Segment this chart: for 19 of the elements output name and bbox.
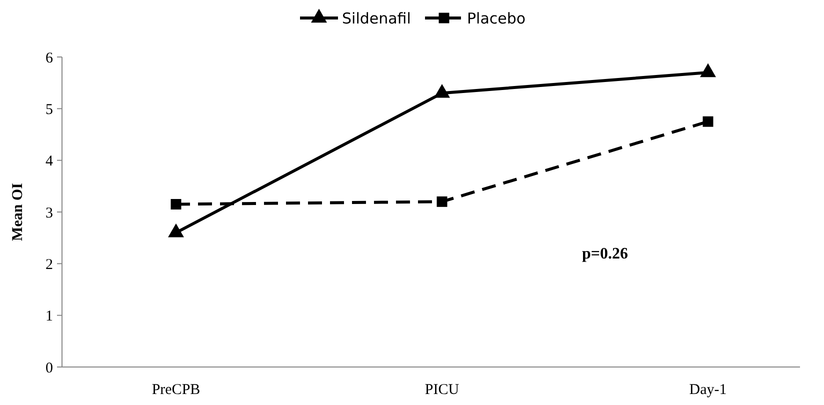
y-tick-label: 0 (46, 360, 53, 376)
y-axis-title: Mean OI (10, 182, 26, 241)
point (434, 84, 450, 98)
point (702, 116, 714, 127)
x-tick-label: PICU (424, 382, 460, 398)
y-tick-label: 6 (46, 50, 54, 66)
y-tick-label: 2 (46, 256, 53, 273)
y-tick-label: 4 (46, 154, 54, 170)
y-tick-label: 1 (46, 308, 53, 325)
x-tick-label: PreCPB (152, 382, 200, 398)
point (170, 199, 182, 210)
y-tick-label: 3 (46, 205, 53, 222)
x-tick-label: Day-1 (689, 382, 727, 398)
y-tick-label: 5 (46, 102, 53, 118)
legend-label: Sildenafil (342, 9, 411, 28)
legend-label: Placebo (467, 9, 526, 28)
annotation: p=0.26 (582, 246, 628, 262)
point (700, 63, 716, 78)
point (436, 196, 448, 207)
